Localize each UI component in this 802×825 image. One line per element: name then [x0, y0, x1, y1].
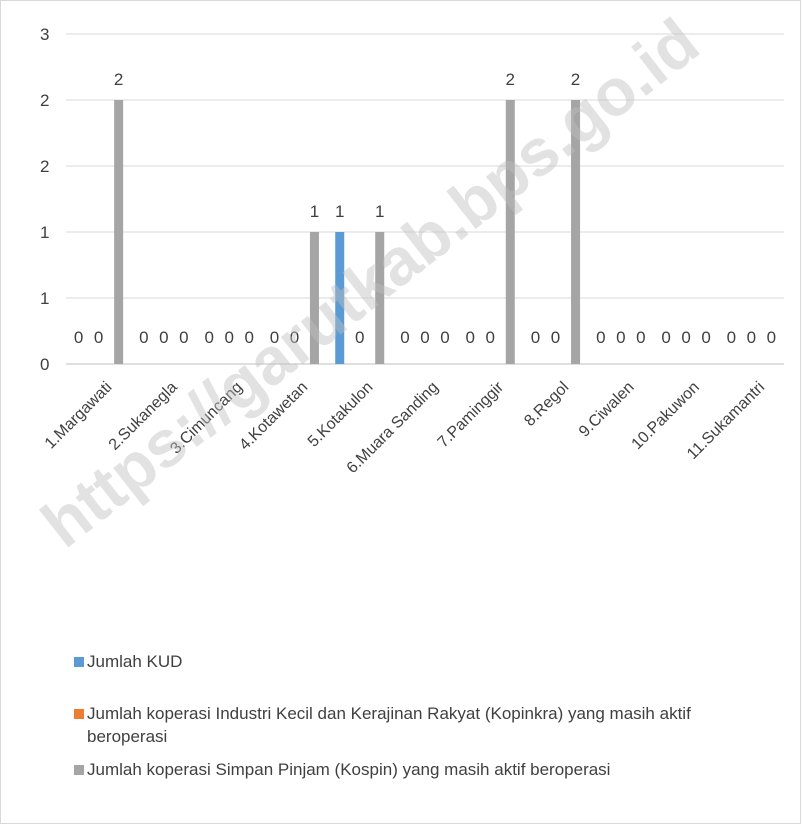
data-label: 0	[616, 328, 625, 347]
data-label: 0	[747, 328, 756, 347]
y-tick-label: 0	[40, 355, 49, 374]
y-tick-label: 2	[40, 157, 49, 176]
data-label: 0	[224, 328, 233, 347]
x-tick-label: 4.Kotawetan	[236, 379, 311, 454]
bar	[505, 100, 515, 364]
data-label: 0	[74, 328, 83, 347]
legend-label-kopinkra-cont: beroperasi	[87, 727, 168, 746]
legend-swatch-kospin	[74, 765, 84, 775]
data-label: 0	[681, 328, 690, 347]
legend-swatch-kud	[74, 657, 84, 667]
data-label: 2	[506, 70, 515, 89]
x-tick-label: 5.Kotakulon	[305, 379, 377, 451]
x-tick-label: 7.Paminggir	[435, 378, 508, 451]
x-tick-label: 1.Margawati	[42, 379, 116, 453]
y-tick-label: 1	[40, 223, 49, 242]
x-tick-label: 8.Regol	[521, 379, 572, 430]
data-label: 0	[767, 328, 776, 347]
data-label: 0	[466, 328, 475, 347]
data-label: 0	[531, 328, 540, 347]
y-tick-label: 1	[40, 289, 49, 308]
data-label: 1	[310, 202, 319, 221]
data-label: 2	[571, 70, 580, 89]
data-label: 0	[139, 328, 148, 347]
data-label: 0	[551, 328, 560, 347]
bar	[571, 100, 581, 364]
data-label: 0	[270, 328, 279, 347]
data-label: 0	[355, 328, 364, 347]
y-tick-label: 2	[40, 91, 49, 110]
data-label: 0	[244, 328, 253, 347]
legend-item-kud: Jumlah KUD	[74, 650, 764, 673]
data-label: 0	[204, 328, 213, 347]
data-label: 0	[290, 328, 299, 347]
bar	[335, 232, 345, 364]
data-label: 1	[335, 202, 344, 221]
data-label: 0	[400, 328, 409, 347]
data-label: 0	[596, 328, 605, 347]
y-tick-label: 3	[40, 25, 49, 44]
data-label: 0	[661, 328, 670, 347]
x-tick-label: 9.Ciwalen	[576, 379, 638, 441]
data-label: 0	[486, 328, 495, 347]
data-label: 2	[114, 70, 123, 89]
legend-item-kospin: Jumlah koperasi Simpan Pinjam (Kospin) y…	[74, 758, 764, 781]
bar	[375, 232, 385, 364]
legend-label-kospin: Jumlah koperasi Simpan Pinjam (Kospin) y…	[87, 760, 611, 779]
data-label: 0	[159, 328, 168, 347]
data-label: 0	[420, 328, 429, 347]
data-label: 0	[701, 328, 710, 347]
data-label: 0	[440, 328, 449, 347]
legend-item-kopinkra: Jumlah koperasi Industri Kecil dan Keraj…	[74, 702, 764, 748]
bar	[114, 100, 124, 364]
data-label: 0	[94, 328, 103, 347]
bar	[309, 232, 319, 364]
legend-label-kopinkra: Jumlah koperasi Industri Kecil dan Keraj…	[87, 704, 691, 723]
data-label: 0	[636, 328, 645, 347]
data-label: 1	[375, 202, 384, 221]
data-label: 0	[179, 328, 188, 347]
legend-label-kud: Jumlah KUD	[87, 652, 183, 671]
data-label: 0	[727, 328, 736, 347]
legend-swatch-kopinkra	[74, 709, 84, 719]
